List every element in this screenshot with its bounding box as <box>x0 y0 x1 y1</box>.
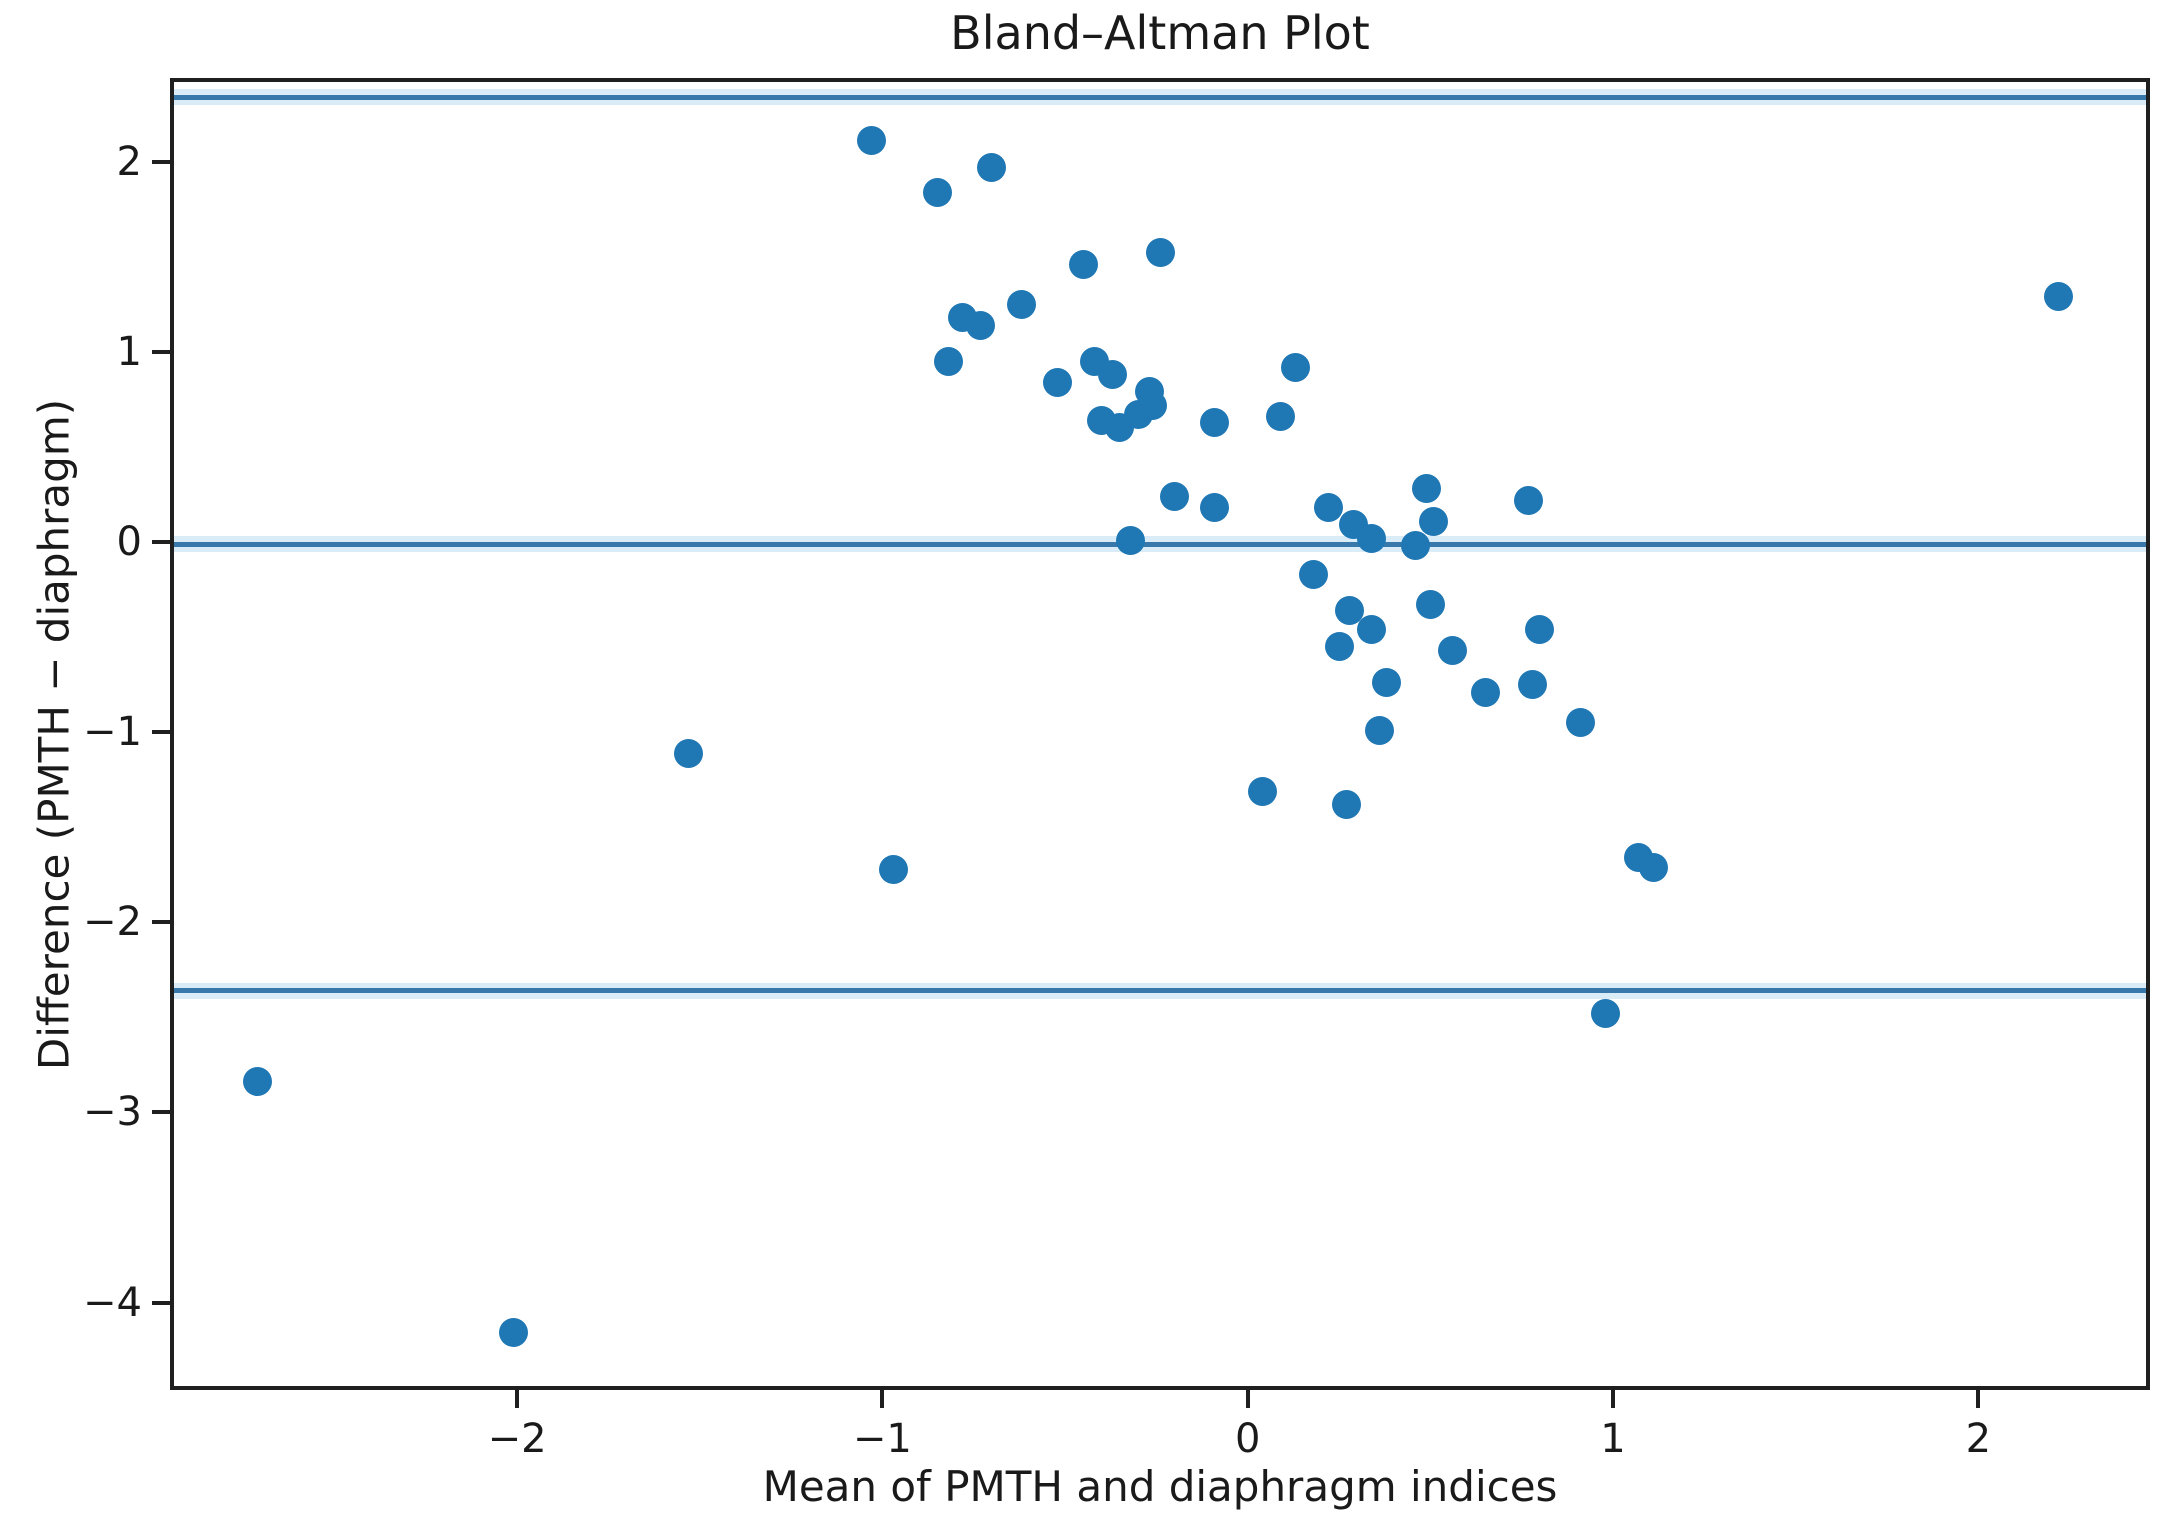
x-tick-mark <box>1245 1390 1250 1408</box>
data-point <box>498 1318 528 1348</box>
y-tick-label: −3 <box>83 1089 142 1136</box>
data-point <box>1470 677 1500 707</box>
y-tick-label: 0 <box>116 518 142 565</box>
x-tick-mark <box>880 1390 885 1408</box>
lower-loa-line <box>174 988 2146 994</box>
y-tick-mark <box>152 159 170 164</box>
data-point <box>977 152 1007 182</box>
data-point <box>1371 668 1401 698</box>
data-point <box>1331 789 1361 819</box>
data-point <box>933 346 963 376</box>
y-tick-mark <box>152 539 170 544</box>
data-point <box>1357 523 1387 553</box>
data-point <box>1247 776 1277 806</box>
data-point <box>1518 670 1548 700</box>
x-tick-label: −2 <box>487 1416 547 1462</box>
data-point <box>1098 360 1127 390</box>
data-point <box>1116 525 1146 555</box>
x-tick-mark <box>515 1390 520 1408</box>
data-point <box>1006 289 1036 319</box>
mean-line <box>174 541 2146 547</box>
data-point <box>1145 238 1175 268</box>
data-point <box>1313 493 1343 523</box>
chart-title: Bland–Altman Plot <box>950 6 1370 60</box>
x-tick-label: 2 <box>1965 1416 1992 1462</box>
y-axis-label: Difference (PMTH − diaphragm) <box>29 398 79 1071</box>
data-point <box>1591 999 1621 1028</box>
data-point <box>1415 590 1445 620</box>
x-tick-label: 1 <box>1600 1416 1626 1462</box>
y-tick-label: −4 <box>83 1279 142 1326</box>
data-point <box>1324 632 1354 662</box>
plot-area <box>170 78 2150 1390</box>
y-tick-mark <box>152 920 170 925</box>
x-tick-label: −1 <box>852 1416 912 1462</box>
y-tick-mark <box>152 1300 170 1305</box>
data-point <box>1565 708 1595 738</box>
data-point <box>1357 614 1387 644</box>
x-tick-mark <box>1610 1390 1615 1408</box>
y-tick-label: 1 <box>116 328 142 375</box>
data-point <box>1514 485 1544 515</box>
data-point <box>1419 506 1449 536</box>
upper-loa-line <box>174 94 2146 100</box>
data-point <box>1134 377 1164 407</box>
data-point <box>878 854 908 884</box>
data-point <box>1364 715 1394 745</box>
x-tick-label: 0 <box>1234 1416 1261 1462</box>
data-point <box>1068 249 1098 279</box>
data-point <box>966 310 996 340</box>
y-tick-mark <box>152 349 170 354</box>
x-tick-mark <box>1976 1390 1981 1408</box>
data-point <box>1200 407 1230 437</box>
data-point <box>1043 367 1073 397</box>
data-point <box>1266 401 1296 431</box>
data-point <box>243 1067 273 1097</box>
data-point <box>1412 474 1442 504</box>
data-point <box>1638 852 1668 882</box>
data-point <box>674 738 704 768</box>
y-tick-mark <box>152 730 170 735</box>
x-axis-label: Mean of PMTH and diaphragm indices <box>762 1462 1558 1511</box>
data-point <box>922 177 952 207</box>
y-tick-mark <box>152 1110 170 1115</box>
y-tick-label: −1 <box>83 709 142 756</box>
data-point <box>1437 635 1467 665</box>
data-point <box>1298 559 1328 589</box>
data-point <box>1525 614 1555 644</box>
y-tick-label: −2 <box>83 899 142 946</box>
y-tick-label: 2 <box>116 138 142 185</box>
data-point <box>1160 481 1190 511</box>
data-point <box>1280 352 1310 382</box>
data-point <box>856 126 886 156</box>
data-point <box>1200 493 1230 523</box>
data-point <box>1401 531 1431 561</box>
data-point <box>2044 282 2074 312</box>
